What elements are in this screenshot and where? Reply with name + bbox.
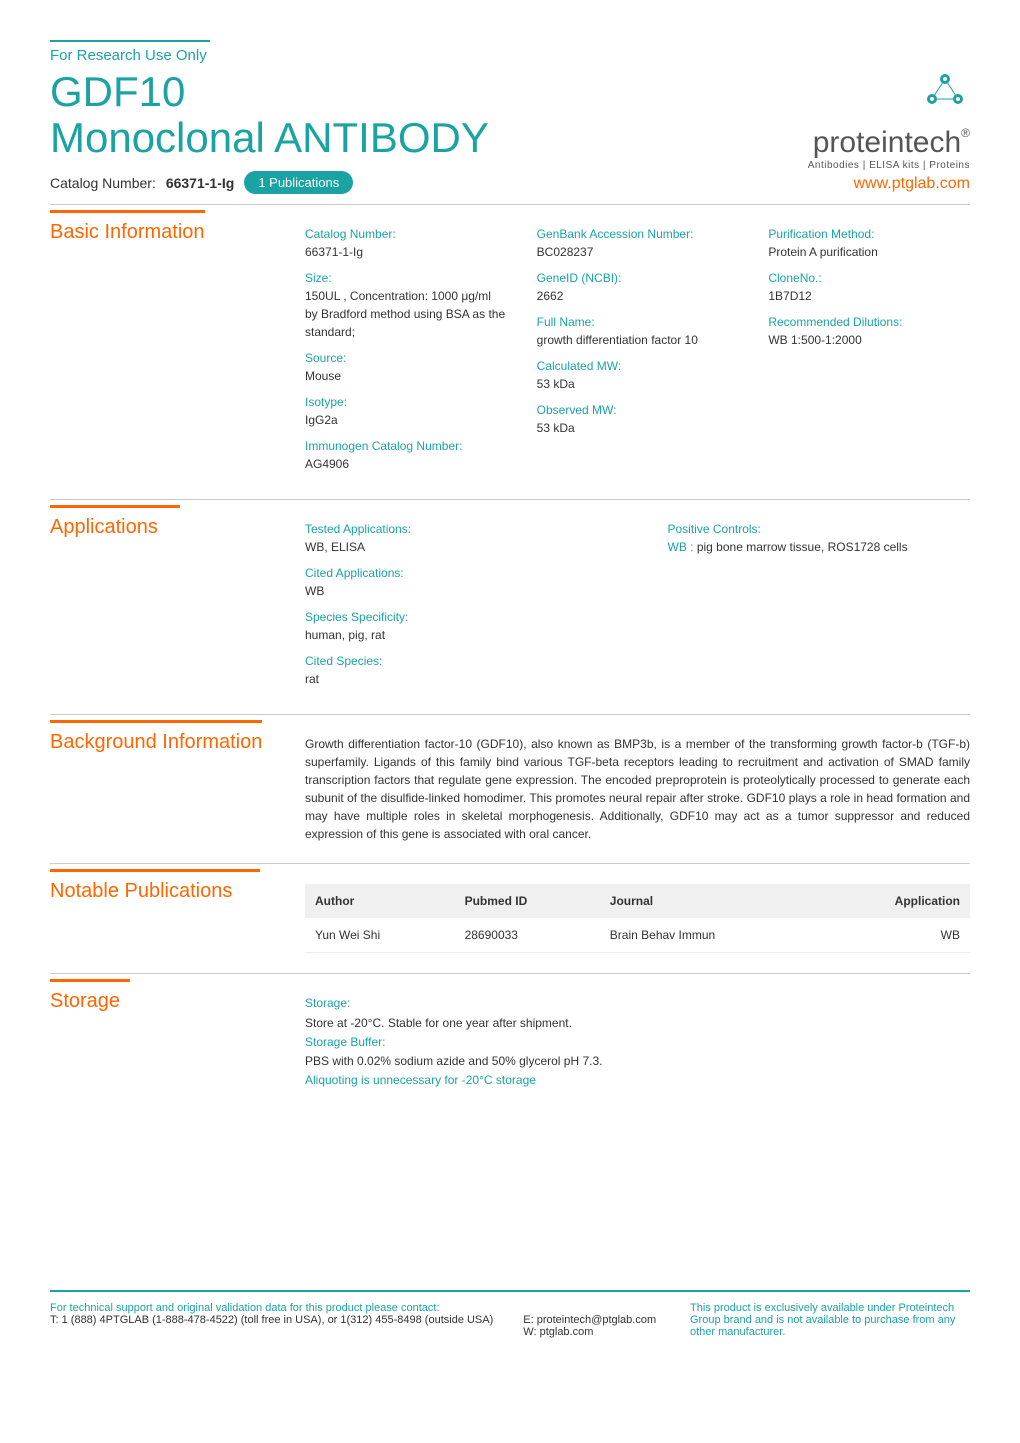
wb-tissue: pig bone marrow tissue, ROS1728 cells	[694, 540, 908, 554]
tested-apps-label: Tested Applications:	[305, 520, 608, 538]
storage-section: Storage Storage: Store at -20°C. Stable …	[50, 973, 970, 1110]
research-use-label: For Research Use Only	[50, 40, 210, 64]
logo-block: proteintech® Antibodies | ELISA kits | P…	[808, 69, 970, 193]
header-pubmed: Pubmed ID	[455, 884, 600, 918]
basic-info-section: Basic Information Catalog Number: 66371-…	[50, 204, 970, 499]
cited-species-label: Cited Species:	[305, 652, 608, 670]
publications-title: Notable Publications	[50, 869, 260, 903]
basic-info-col3: Purification Method: Protein A purificat…	[768, 225, 970, 479]
title-block: GDF10 Monoclonal ANTIBODY Catalog Number…	[50, 69, 489, 194]
dilutions-label: Recommended Dilutions:	[768, 313, 970, 331]
wb-prefix: WB :	[668, 540, 694, 554]
product-title-line2: Monoclonal ANTIBODY	[50, 115, 489, 161]
size-value: 150UL , Concentration: 1000 μg/ml by Bra…	[305, 287, 507, 341]
applications-content: Tested Applications: WB, ELISA Cited App…	[305, 520, 970, 694]
basic-info-content: Catalog Number: 66371-1-Ig Size: 150UL ,…	[305, 225, 970, 479]
fullname-label: Full Name:	[537, 313, 739, 331]
footer-left: For technical support and original valid…	[50, 1302, 656, 1338]
publications-section: Notable Publications Author Pubmed ID Jo…	[50, 863, 970, 973]
cited-apps-value: WB	[305, 582, 608, 600]
publications-table: Author Pubmed ID Journal Application Yun…	[305, 884, 970, 953]
footer-phone: T: 1 (888) 4PTGLAB (1-888-478-4522) (tol…	[50, 1314, 493, 1326]
product-title-line1: GDF10	[50, 69, 489, 115]
applications-col2: Positive Controls: WB : pig bone marrow …	[668, 520, 971, 694]
footer-heading: For technical support and original valid…	[50, 1302, 493, 1314]
catalog-number-label: Catalog Number:	[305, 225, 507, 243]
background-section: Background Information Growth differenti…	[50, 714, 970, 863]
logo-sub: Antibodies | ELISA kits | Proteins	[808, 160, 970, 171]
source-label: Source:	[305, 349, 507, 367]
fullname-value: growth differentiation factor 10	[537, 331, 739, 349]
source-value: Mouse	[305, 367, 507, 385]
header-author: Author	[305, 884, 455, 918]
footer-right: This product is exclusively available un…	[690, 1302, 970, 1338]
genbank-label: GenBank Accession Number:	[537, 225, 739, 243]
positive-controls-label: Positive Controls:	[668, 520, 971, 538]
table-header-row: Author Pubmed ID Journal Application	[305, 884, 970, 918]
footer-contact-block2: E: proteintech@ptglab.com W: ptglab.com	[523, 1302, 656, 1338]
logo-icon	[920, 69, 970, 119]
species-label: Species Specificity:	[305, 608, 608, 626]
storage-title: Storage	[50, 979, 130, 1013]
background-title: Background Information	[50, 720, 262, 754]
geneid-label: GeneID (NCBI):	[537, 269, 739, 287]
purification-value: Protein A purification	[768, 243, 970, 261]
clone-label: CloneNo.:	[768, 269, 970, 287]
cell-journal: Brain Behav Immun	[600, 918, 820, 953]
basic-info-title: Basic Information	[50, 210, 205, 244]
genbank-value: BC028237	[537, 243, 739, 261]
cited-apps-label: Cited Applications:	[305, 564, 608, 582]
obsmw-value: 53 kDa	[537, 419, 739, 437]
catalog-number: 66371-1-Ig	[166, 175, 234, 191]
buffer-label: Storage Buffer:	[305, 1033, 970, 1052]
storage-note: Aliquoting is unnecessary for -20°C stor…	[305, 1071, 970, 1090]
footer: For technical support and original valid…	[50, 1290, 970, 1338]
immunogen-value: AG4906	[305, 455, 507, 473]
cited-species-value: rat	[305, 670, 608, 688]
storage-content: Storage: Store at -20°C. Stable for one …	[305, 994, 970, 1090]
basic-info-col1: Catalog Number: 66371-1-Ig Size: 150UL ,…	[305, 225, 507, 479]
footer-email: E: proteintech@ptglab.com	[523, 1314, 656, 1326]
publications-badge: 1 Publications	[244, 171, 353, 194]
calcmw-label: Calculated MW:	[537, 357, 739, 375]
footer-web: W: ptglab.com	[523, 1326, 656, 1338]
tested-apps-value: WB, ELISA	[305, 538, 608, 556]
isotype-label: Isotype:	[305, 393, 507, 411]
applications-section: Applications Tested Applications: WB, EL…	[50, 499, 970, 714]
header-journal: Journal	[600, 884, 820, 918]
species-value: human, pig, rat	[305, 626, 608, 644]
footer-contact-block: For technical support and original valid…	[50, 1302, 493, 1338]
purification-label: Purification Method:	[768, 225, 970, 243]
catalog-number-value: 66371-1-Ig	[305, 243, 507, 261]
isotype-value: IgG2a	[305, 411, 507, 429]
dilutions-value: WB 1:500-1:2000	[768, 331, 970, 349]
header-application: Application	[820, 884, 970, 918]
obsmw-label: Observed MW:	[537, 401, 739, 419]
logo-text: proteintech®	[808, 126, 970, 160]
calcmw-value: 53 kDa	[537, 375, 739, 393]
applications-title: Applications	[50, 505, 180, 539]
buffer-text: PBS with 0.02% sodium azide and 50% glyc…	[305, 1052, 970, 1071]
positive-controls-value: WB : pig bone marrow tissue, ROS1728 cel…	[668, 538, 971, 556]
basic-info-col2: GenBank Accession Number: BC028237 GeneI…	[537, 225, 739, 479]
storage-text: Store at -20°C. Stable for one year afte…	[305, 1014, 970, 1033]
cell-author: Yun Wei Shi	[305, 918, 455, 953]
cell-application: WB	[820, 918, 970, 953]
background-text: Growth differentiation factor-10 (GDF10)…	[305, 735, 970, 843]
geneid-value: 2662	[537, 287, 739, 305]
immunogen-label: Immunogen Catalog Number:	[305, 437, 507, 455]
size-label: Size:	[305, 269, 507, 287]
applications-col1: Tested Applications: WB, ELISA Cited App…	[305, 520, 608, 694]
catalog-line: Catalog Number: 66371-1-Ig 1 Publication…	[50, 171, 489, 194]
clone-value: 1B7D12	[768, 287, 970, 305]
storage-label: Storage:	[305, 994, 970, 1013]
catalog-label: Catalog Number:	[50, 175, 156, 191]
cell-pubmed: 28690033	[455, 918, 600, 953]
table-row: Yun Wei Shi 28690033 Brain Behav Immun W…	[305, 918, 970, 953]
header: GDF10 Monoclonal ANTIBODY Catalog Number…	[50, 69, 970, 194]
logo-url: www.ptglab.com	[808, 175, 970, 193]
publications-content: Author Pubmed ID Journal Application Yun…	[305, 884, 970, 953]
